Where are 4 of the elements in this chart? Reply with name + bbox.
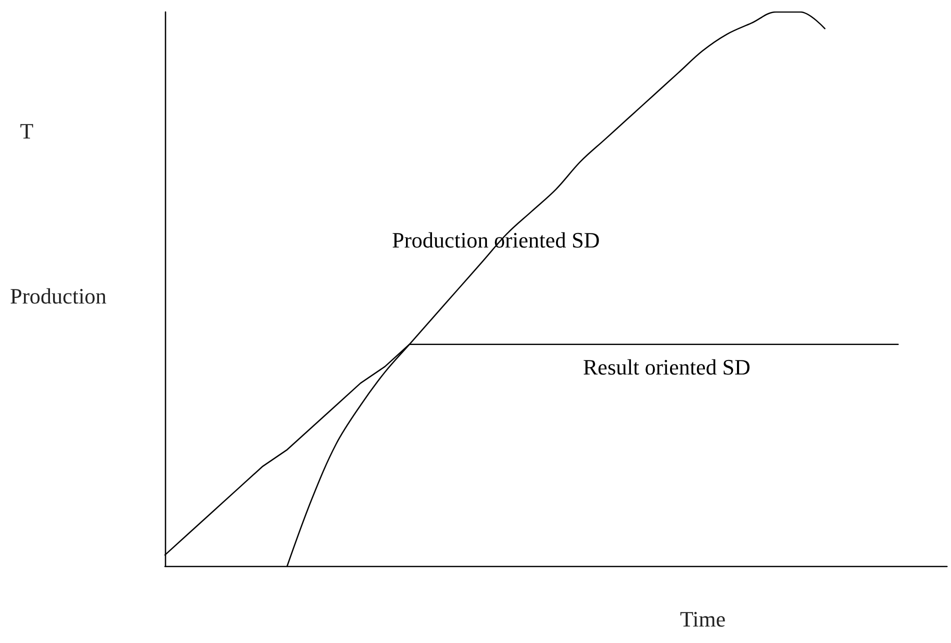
text: T [20,118,34,144]
y-axis-title: Production [10,284,107,308]
x-axis-title: Time [680,606,726,632]
series-label: Result oriented SD [583,354,750,380]
